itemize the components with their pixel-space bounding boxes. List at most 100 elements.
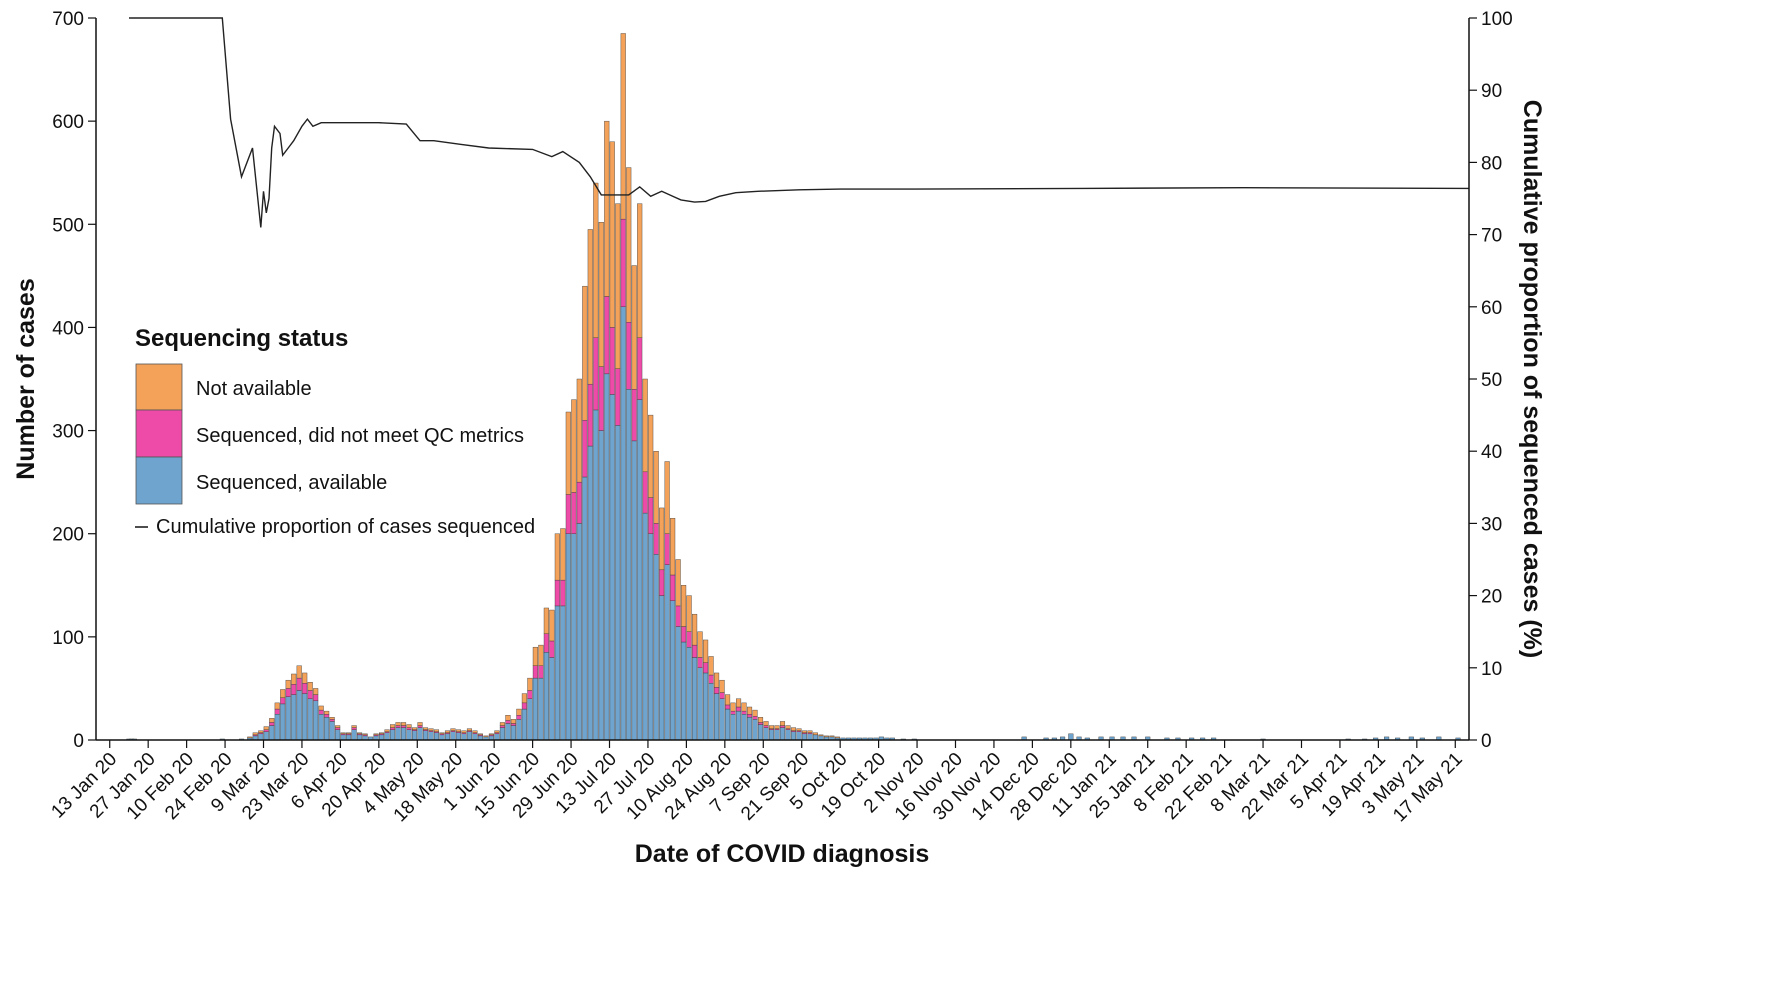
bar-sequenced-failed-qc xyxy=(703,662,709,674)
bar-not-available xyxy=(637,203,643,338)
y-tick-label: 600 xyxy=(52,112,84,133)
bar-not-available xyxy=(714,672,720,688)
bar-sequenced-available xyxy=(527,698,533,741)
bar-sequenced-available xyxy=(428,731,434,741)
bar-sequenced-available xyxy=(631,440,637,741)
bar-not-available xyxy=(587,229,593,385)
bar-not-available xyxy=(483,735,489,738)
bar-sequenced-available xyxy=(521,708,527,741)
bar-sequenced-available xyxy=(692,657,698,741)
bar-sequenced-available xyxy=(593,409,599,741)
bar-sequenced-failed-qc xyxy=(757,722,764,725)
bar-not-available xyxy=(346,732,352,735)
y-ticks: 0 100 200 300 400 500 600 700 xyxy=(52,9,96,752)
bar-not-available xyxy=(488,733,494,736)
bar-not-available xyxy=(444,730,451,733)
bar-sequenced-available xyxy=(714,693,720,741)
bar-sequenced-failed-qc xyxy=(692,644,698,658)
bar-sequenced-failed-qc xyxy=(675,605,681,627)
bar-sequenced-available xyxy=(670,600,676,741)
bar-sequenced-available xyxy=(401,727,407,741)
bar-not-available xyxy=(494,730,500,733)
bar-not-available xyxy=(807,730,813,733)
bar-not-available xyxy=(598,222,604,367)
bar-not-available xyxy=(631,265,637,390)
bar-sequenced-available xyxy=(302,693,308,741)
bar-not-available xyxy=(560,528,566,581)
bar-sequenced-available xyxy=(747,717,753,741)
bar-sequenced-available xyxy=(752,719,758,741)
bar-not-available xyxy=(790,727,797,731)
y2-ticks: 0 10 20 30 40 50 60 70 80 90 100 xyxy=(1469,9,1513,752)
bar-not-available xyxy=(554,533,560,581)
bar-sequenced-available xyxy=(285,696,291,741)
bar-not-available xyxy=(779,721,786,726)
bar-not-available xyxy=(433,729,440,732)
bar-not-available xyxy=(461,730,467,733)
bar-sequenced-available xyxy=(263,731,269,741)
bar-not-available xyxy=(664,461,670,534)
bar-sequenced-available xyxy=(686,646,692,741)
bar-not-available xyxy=(324,710,330,715)
bar-sequenced-available xyxy=(571,533,577,741)
bar-not-available xyxy=(741,702,747,712)
bar-not-available xyxy=(291,673,297,685)
legend-label-line: Cumulative proportion of cases sequenced xyxy=(156,516,535,538)
bar-sequenced-available xyxy=(269,725,275,741)
bar-sequenced-failed-qc xyxy=(604,296,610,375)
bar-sequenced-failed-qc xyxy=(576,481,582,524)
bar-sequenced-available xyxy=(417,727,423,741)
bar-not-available xyxy=(439,732,445,735)
bar-not-available xyxy=(373,733,379,736)
bar-sequenced-failed-qc xyxy=(736,706,742,712)
bar-not-available xyxy=(823,735,829,738)
bar-sequenced-available xyxy=(357,734,363,741)
bar-sequenced-available xyxy=(642,512,648,741)
bar-sequenced-available xyxy=(807,733,813,741)
bar-not-available xyxy=(455,729,462,732)
bar-not-available xyxy=(269,718,275,723)
bar-sequenced-failed-qc xyxy=(637,337,643,400)
bar-sequenced-failed-qc xyxy=(291,684,297,695)
bar-not-available xyxy=(708,656,714,676)
bar-sequenced-failed-qc xyxy=(532,665,538,679)
bar-sequenced-available xyxy=(543,652,549,741)
bar-not-available xyxy=(422,727,429,730)
bar-not-available xyxy=(252,732,258,736)
bar-not-available xyxy=(521,693,527,704)
legend: Sequencing status Not available Sequence… xyxy=(135,325,535,538)
bar-not-available xyxy=(582,285,588,421)
bar-sequenced-available xyxy=(725,708,731,741)
bar-not-available xyxy=(247,736,253,739)
bar-not-available xyxy=(510,719,516,724)
bar-sequenced-available xyxy=(620,306,626,741)
bar-sequenced-failed-qc xyxy=(263,729,269,732)
bar-not-available xyxy=(379,732,385,735)
x-axis-title: Date of COVID diagnosis xyxy=(635,840,929,868)
bar-sequenced-available xyxy=(296,690,302,741)
bar-sequenced-available xyxy=(615,425,621,741)
bar-sequenced-failed-qc xyxy=(708,674,714,684)
bar-sequenced-available xyxy=(538,677,544,741)
bar-sequenced-available xyxy=(549,657,555,741)
bar-not-available xyxy=(302,672,308,684)
y2-tick-label: 100 xyxy=(1481,9,1513,30)
bar-not-available xyxy=(785,725,791,729)
bar-sequenced-available xyxy=(444,733,451,741)
bar-sequenced-available xyxy=(494,733,500,741)
bar-sequenced-available xyxy=(291,694,297,741)
bar-not-available xyxy=(307,682,313,691)
bar-sequenced-failed-qc xyxy=(593,337,599,411)
bar-not-available xyxy=(675,559,681,607)
bar-not-available xyxy=(549,609,555,642)
bar-sequenced-failed-qc xyxy=(318,709,324,715)
bar-sequenced-failed-qc xyxy=(648,497,654,534)
bar-not-available xyxy=(626,167,632,323)
bar-sequenced-failed-qc xyxy=(307,690,313,699)
bar-sequenced-failed-qc xyxy=(560,579,566,607)
bar-sequenced-failed-qc xyxy=(725,704,731,710)
bar-not-available xyxy=(703,639,709,663)
bar-not-available xyxy=(450,728,456,731)
bar-sequenced-failed-qc xyxy=(335,727,341,730)
